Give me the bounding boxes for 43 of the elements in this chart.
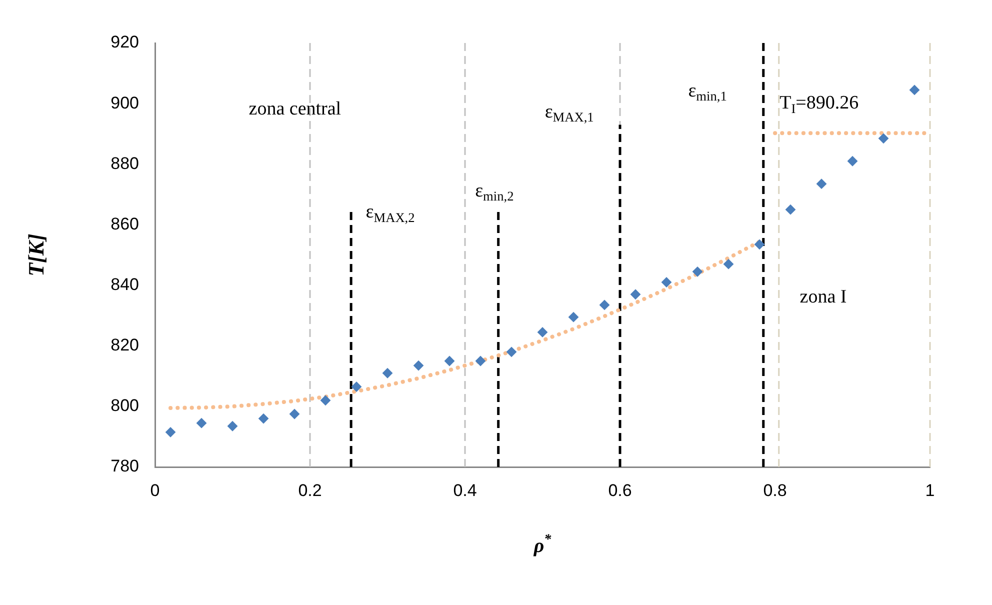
point — [444, 356, 454, 366]
point — [414, 360, 424, 371]
point — [786, 204, 796, 215]
point — [692, 266, 702, 277]
x-tick-label: 0.4 — [453, 480, 477, 500]
y-tick-label: 820 — [110, 336, 139, 355]
y-axis-title: T[K] — [24, 234, 49, 276]
x-tick-label: 0.8 — [763, 480, 787, 500]
point — [258, 414, 268, 424]
annotation: zona I — [800, 286, 847, 308]
point — [910, 84, 920, 95]
point — [662, 277, 672, 288]
point — [382, 368, 392, 378]
point — [754, 239, 764, 250]
x-tick-label: 1 — [925, 480, 935, 500]
annotation: zona central — [248, 98, 342, 120]
point — [600, 300, 610, 310]
y-tick-label: 840 — [110, 274, 139, 294]
y-tick-label: 780 — [110, 456, 139, 476]
point — [538, 327, 548, 338]
y-tick-label: 900 — [110, 93, 139, 112]
point — [878, 133, 888, 144]
point — [476, 356, 486, 366]
y-tick-label: 800 — [110, 396, 139, 416]
x-tick-label: 0 — [150, 480, 160, 500]
point — [848, 156, 858, 166]
point — [568, 312, 578, 322]
y-tick-label: 860 — [110, 214, 139, 234]
x-tick-label: 0.6 — [608, 480, 632, 500]
point — [630, 289, 640, 300]
point — [228, 421, 238, 432]
point — [320, 395, 330, 406]
point — [290, 409, 300, 419]
point — [724, 259, 734, 270]
x-axis-title: ρ* — [532, 532, 552, 558]
y-tick-label: 920 — [110, 32, 139, 52]
point — [166, 427, 176, 438]
point — [816, 178, 826, 189]
point — [352, 382, 362, 392]
x-tick-label: 0.2 — [298, 480, 322, 500]
point — [506, 346, 516, 357]
point — [196, 418, 206, 428]
y-tick-label: 880 — [110, 154, 139, 173]
